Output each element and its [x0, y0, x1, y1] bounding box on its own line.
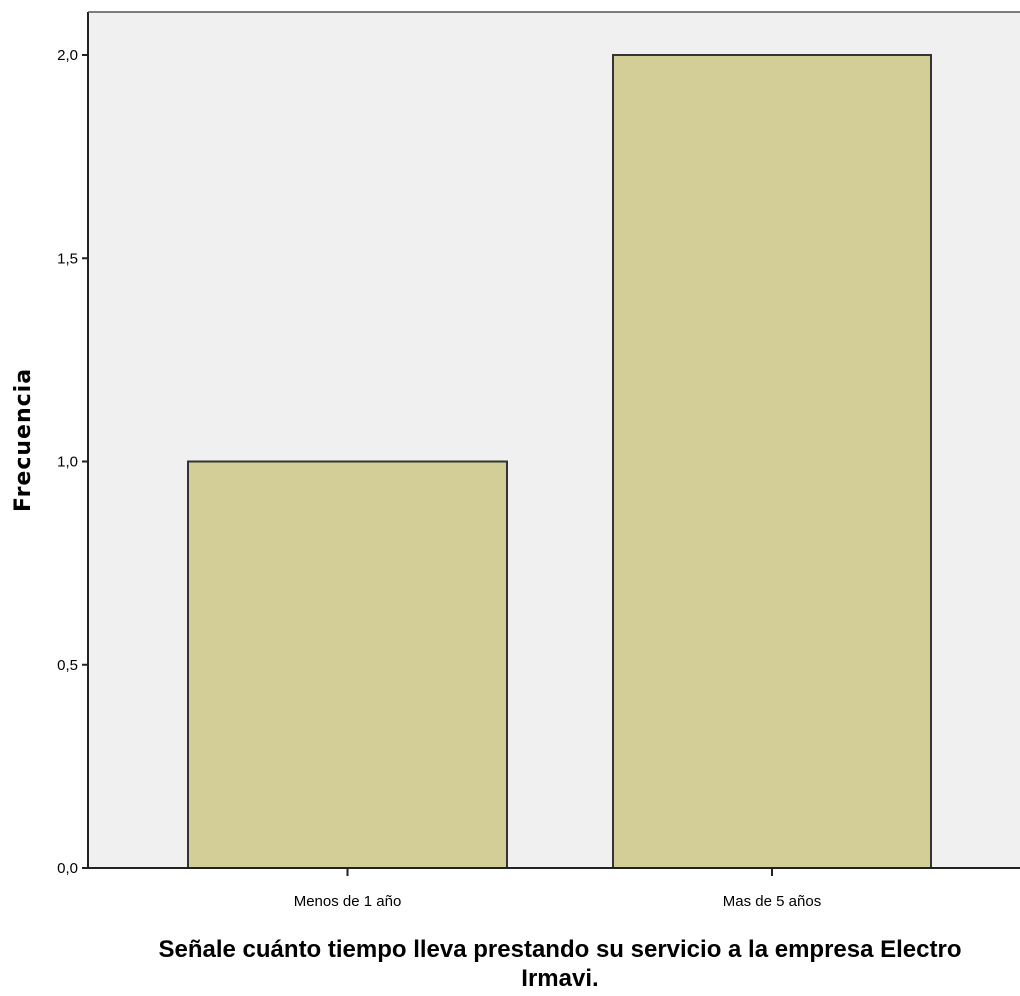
x-tick-label-0: Menos de 1 año — [294, 893, 402, 910]
x-axis-label-line-1: Señale cuánto tiempo lleva prestando su … — [159, 936, 962, 963]
y-tick-label-2: 1,0 — [57, 454, 78, 471]
x-tick-label-1: Mas de 5 años — [723, 893, 821, 910]
bar-1 — [187, 460, 508, 869]
x-axis-label-line-2: Irmavi. — [521, 965, 598, 992]
y-tick-label-0: 0,0 — [57, 860, 78, 877]
y-tick-label-1: 0,5 — [57, 657, 78, 674]
y-tick-label-4: 2,0 — [57, 47, 78, 64]
bar-2 — [612, 54, 932, 869]
x-axis: Menos de 1 año Mas de 5 años — [88, 867, 1020, 910]
y-tick-label-3: 1,5 — [57, 250, 78, 267]
y-axis: 0,0 0,5 1,0 1,5 2,0 — [57, 12, 89, 877]
y-axis-label: Frecuencia — [11, 368, 36, 512]
bars-group — [187, 54, 932, 869]
